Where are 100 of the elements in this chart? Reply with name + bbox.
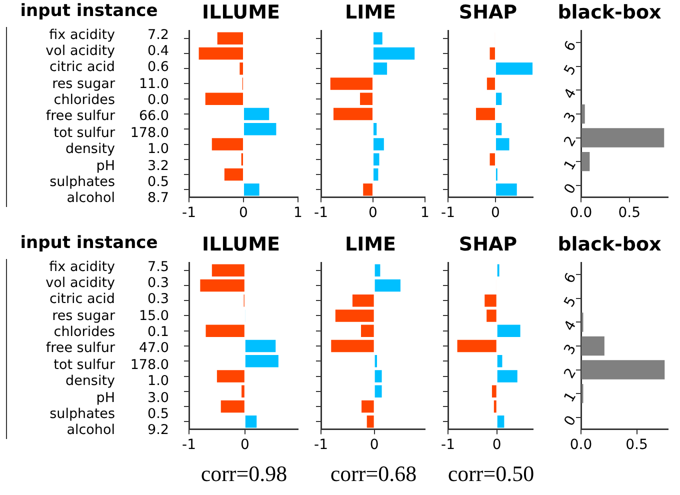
text: 0.4 xyxy=(148,43,169,60)
bar xyxy=(244,108,270,120)
x-tick-label: -1 xyxy=(441,437,455,454)
chart-title: SHAP xyxy=(458,233,518,256)
category-label: res sugar xyxy=(51,76,115,92)
bar xyxy=(366,416,374,428)
bar xyxy=(476,108,495,120)
text: 3.0 xyxy=(148,390,169,406)
text: 1.0 xyxy=(148,373,169,390)
bar xyxy=(582,152,590,172)
bar xyxy=(496,138,510,150)
bar xyxy=(224,168,243,181)
category-label: tot sulfur xyxy=(52,356,115,373)
bar xyxy=(245,340,276,352)
chart-title: black-box xyxy=(558,1,662,24)
text: 1.0 xyxy=(148,141,169,158)
text: input instance xyxy=(19,232,159,255)
bar xyxy=(200,279,244,292)
x-tick-label: 0 xyxy=(370,437,379,454)
text: input instance xyxy=(19,0,159,23)
x-tick-label: -1 xyxy=(314,205,328,222)
x-tick-label: 0 xyxy=(240,437,250,454)
bar xyxy=(335,310,374,322)
text: corr=0.50 xyxy=(446,461,536,487)
bar xyxy=(245,355,278,368)
bar xyxy=(582,336,604,356)
bar xyxy=(245,416,257,428)
category-label: citric acid xyxy=(48,59,115,76)
bar xyxy=(205,92,243,105)
text: 15.0 xyxy=(138,308,169,324)
bar xyxy=(374,385,382,398)
category-label: free sulfur xyxy=(44,340,115,356)
bar xyxy=(333,108,372,120)
bar xyxy=(374,62,388,75)
text: 3.2 xyxy=(148,158,169,174)
bar xyxy=(360,92,372,105)
category-label: sulphates xyxy=(48,406,115,422)
category-label: pH xyxy=(95,158,115,174)
x-tick-label: -1 xyxy=(441,205,455,222)
y-tick-label: 5 xyxy=(561,294,580,310)
x-tick-label: 1 xyxy=(420,205,430,222)
text: 7.2 xyxy=(148,26,169,43)
y-tick-label: 4 xyxy=(561,86,580,102)
bar xyxy=(331,340,374,352)
bar xyxy=(212,264,244,276)
x-tick-label: 0.5 xyxy=(626,437,648,454)
text: 8.7 xyxy=(148,190,169,206)
bar xyxy=(492,385,496,398)
bar xyxy=(362,400,374,413)
bar xyxy=(330,78,372,90)
x-tick-label: 0 xyxy=(239,205,248,222)
text: 0.0 xyxy=(148,92,169,108)
x-tick-label: -1 xyxy=(314,437,328,454)
chart-title: ILLUME xyxy=(202,1,280,24)
bar xyxy=(490,47,495,60)
bar xyxy=(206,324,244,337)
bar xyxy=(457,340,496,352)
y-tick-label: 0 xyxy=(561,181,580,197)
text: 0.5 xyxy=(148,174,169,190)
x-tick-label: 0.5 xyxy=(618,205,640,222)
bar xyxy=(374,32,382,44)
bar xyxy=(496,62,533,75)
bar xyxy=(217,32,243,44)
category-label: density xyxy=(64,373,115,390)
bar xyxy=(374,168,378,181)
x-tick-label: 0 xyxy=(368,205,378,222)
bar xyxy=(486,78,495,90)
y-tick-label: 6 xyxy=(561,270,580,286)
bar xyxy=(374,264,380,276)
chart-title: black-box xyxy=(558,233,662,256)
y-tick-label: 1 xyxy=(561,157,580,174)
bar xyxy=(244,123,276,136)
bar xyxy=(240,62,243,75)
y-tick-label: 4 xyxy=(561,318,580,334)
x-tick-label: 0.0 xyxy=(570,205,592,222)
bar xyxy=(212,138,243,150)
bar xyxy=(494,400,496,413)
y-tick-label: 3 xyxy=(561,110,580,126)
text: 11.0 xyxy=(138,76,169,92)
bar xyxy=(374,153,380,166)
bar xyxy=(497,370,518,382)
text: 0.5 xyxy=(148,406,169,422)
x-tick-label: 0 xyxy=(491,205,500,222)
category-label: chlorides xyxy=(52,92,115,108)
bar xyxy=(374,47,415,60)
y-tick-label: 5 xyxy=(561,62,580,78)
bar xyxy=(198,47,243,60)
bar xyxy=(374,123,377,136)
bar xyxy=(242,385,244,398)
y-tick-label: 3 xyxy=(561,342,580,358)
bar xyxy=(497,324,520,337)
x-tick-label: -1 xyxy=(182,205,196,222)
y-tick-label: 2 xyxy=(561,134,580,150)
text: 178.0 xyxy=(130,124,169,141)
bar xyxy=(363,184,372,196)
bar xyxy=(244,184,260,196)
x-tick-label: -1 xyxy=(182,437,196,454)
bar xyxy=(496,92,502,105)
y-tick-label: 2 xyxy=(561,366,580,382)
bar xyxy=(582,360,665,380)
